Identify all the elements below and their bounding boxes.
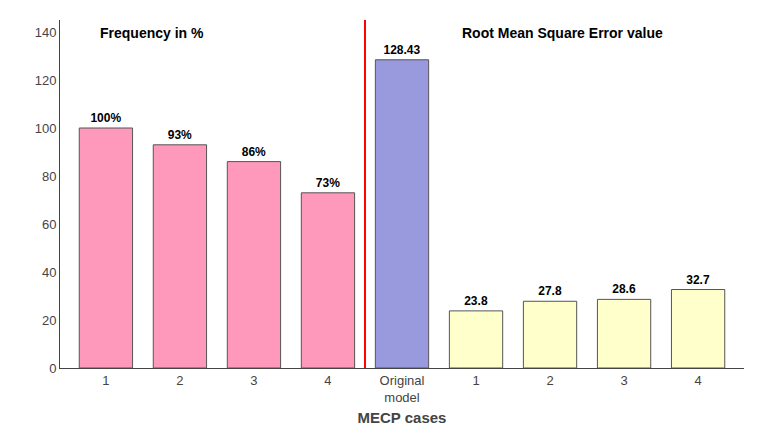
svg-text:93%: 93%	[168, 128, 192, 142]
svg-text:100: 100	[35, 121, 57, 136]
svg-text:80: 80	[42, 169, 56, 184]
svg-text:4: 4	[324, 373, 331, 388]
svg-text:2: 2	[176, 373, 183, 388]
svg-text:Originalmodel: Originalmodel	[380, 373, 425, 405]
svg-text:60: 60	[42, 217, 56, 232]
svg-text:28.6: 28.6	[612, 282, 636, 296]
svg-text:3: 3	[620, 373, 627, 388]
svg-text:40: 40	[42, 265, 56, 280]
svg-text:140: 140	[35, 25, 57, 40]
svg-text:73%: 73%	[316, 176, 340, 190]
svg-text:Root Mean Square Error value: Root Mean Square Error value	[462, 25, 663, 41]
svg-text:86%: 86%	[242, 145, 266, 159]
svg-text:MECP cases: MECP cases	[358, 409, 447, 426]
svg-text:4: 4	[694, 373, 701, 388]
svg-text:3: 3	[250, 373, 257, 388]
svg-text:0: 0	[49, 361, 56, 376]
svg-text:32.7: 32.7	[686, 273, 710, 287]
svg-text:1: 1	[472, 373, 479, 388]
svg-text:23.8: 23.8	[464, 294, 488, 308]
svg-text:27.8: 27.8	[538, 284, 562, 298]
svg-text:100%: 100%	[90, 111, 121, 125]
svg-text:20: 20	[42, 313, 56, 328]
svg-text:Frequency in %: Frequency in %	[100, 25, 204, 41]
svg-text:2: 2	[546, 373, 553, 388]
svg-text:1: 1	[102, 373, 109, 388]
svg-text:128.43: 128.43	[383, 43, 420, 57]
svg-text:120: 120	[35, 73, 57, 88]
